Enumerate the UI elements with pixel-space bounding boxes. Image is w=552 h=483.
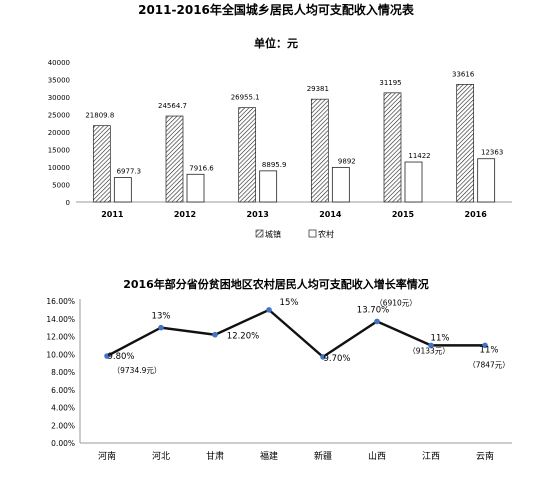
bar-rural bbox=[331, 166, 350, 203]
bar-chart-unit: 单位：元 bbox=[254, 36, 298, 50]
data-label: 12.20% bbox=[227, 332, 259, 342]
bar-rural-value-label: 11422 bbox=[408, 152, 430, 160]
x-tick-label: 2011 bbox=[101, 210, 124, 219]
y-tick-label: 20000 bbox=[48, 129, 70, 137]
data-point bbox=[158, 324, 164, 331]
bar-rural bbox=[259, 170, 278, 203]
data-point bbox=[374, 318, 380, 325]
bar-urban-value-label: 26955.1 bbox=[231, 94, 260, 102]
line-chart-title: 2016年部分省份贫困地区农村居民人均可支配收入增长率情况 bbox=[123, 277, 429, 291]
data-point bbox=[104, 353, 110, 359]
x-tick-label: 河北 bbox=[152, 450, 170, 462]
data-label: 9.80% bbox=[107, 352, 134, 362]
y-tick-label: 8.00% bbox=[51, 368, 75, 377]
bar-urban bbox=[383, 92, 402, 203]
y-tick-label: 5000 bbox=[52, 182, 70, 190]
x-tick-label: 云南 bbox=[476, 450, 494, 462]
bar-rural-value-label: 8895.9 bbox=[262, 161, 287, 169]
bar-urban bbox=[165, 115, 184, 203]
bar-urban-value-label: 21809.8 bbox=[85, 112, 114, 120]
y-tick-label: 30000 bbox=[48, 94, 70, 102]
y-tick-label: 10000 bbox=[48, 164, 70, 172]
data-point bbox=[320, 354, 326, 360]
bar-urban-value-label: 31195 bbox=[379, 79, 401, 87]
data-label: 11% bbox=[431, 333, 450, 343]
x-tick-label: 2014 bbox=[319, 210, 342, 219]
legend-urban-swatch bbox=[255, 229, 264, 238]
bar-chart-title: 2011-2016年全国城乡居民人均可支配收入情况表 bbox=[138, 2, 415, 17]
income-annotation: （9734.9元） bbox=[113, 366, 162, 375]
legend-urban-label: 城镇 bbox=[265, 229, 281, 239]
bar-chart: 0 5000 10000 15000 20000 25000 30000 35000 40000… bbox=[48, 59, 512, 219]
x-tick-label: 甘肃 bbox=[206, 450, 224, 462]
data-label: 13% bbox=[152, 312, 171, 322]
bar-urban bbox=[238, 107, 257, 203]
bar-rural bbox=[477, 158, 496, 203]
y-tick-label: 2.00% bbox=[51, 421, 75, 430]
bar-rural bbox=[113, 177, 132, 203]
bar-urban-value-label: 24564.7 bbox=[158, 102, 187, 110]
x-tick-label: 江西 bbox=[422, 451, 440, 462]
y-tick-label: 16.00% bbox=[46, 297, 75, 306]
data-point bbox=[482, 342, 488, 349]
y-tick-label: 35000 bbox=[48, 77, 70, 85]
income-annotation: （7847元） bbox=[468, 360, 510, 369]
bar-legend: 城镇 农村 bbox=[255, 229, 334, 239]
bar-rural-value-label: 9892 bbox=[338, 157, 356, 165]
x-tick-label: 河南 bbox=[98, 450, 116, 462]
line-chart: 0.00% 2.00% 4.00% 6.00% 8.00% 10.00% 12.00% 14.… bbox=[46, 297, 512, 462]
y-tick-label: 14.00% bbox=[46, 315, 75, 324]
y-tick-label: 10.00% bbox=[46, 350, 75, 359]
y-tick-label: 0.00% bbox=[51, 439, 75, 448]
y-tick-label: 40000 bbox=[48, 59, 70, 67]
bar-urban-value-label: 33616 bbox=[452, 70, 475, 78]
data-label: 15% bbox=[280, 298, 299, 308]
bar-rural-value-label: 7916.6 bbox=[189, 164, 214, 172]
bar-rural-value-label: 12363 bbox=[481, 149, 503, 157]
bar-urban-value-label: 29381 bbox=[307, 85, 329, 93]
income-annotation: （6910元） bbox=[375, 298, 417, 307]
series-line bbox=[106, 308, 485, 359]
y-tick-label: 6.00% bbox=[51, 386, 75, 395]
y-tick-label: 15000 bbox=[48, 147, 70, 155]
data-label: 13.70% bbox=[357, 305, 389, 315]
legend-rural-label: 农村 bbox=[318, 229, 334, 239]
x-tick-label: 山西 bbox=[368, 451, 386, 462]
bar-rural bbox=[186, 173, 205, 203]
x-tick-label: 福建 bbox=[260, 450, 278, 462]
x-tick-label: 2013 bbox=[247, 210, 269, 219]
data-point bbox=[266, 307, 272, 313]
y-tick-label: 4.00% bbox=[51, 404, 75, 413]
data-label: 9.70% bbox=[323, 354, 350, 364]
data-point bbox=[428, 342, 434, 349]
bar-urban bbox=[310, 98, 329, 203]
income-annotation: （9133元） bbox=[408, 346, 450, 355]
data-point bbox=[212, 331, 218, 338]
bar-rural-value-label: 6977.3 bbox=[117, 168, 142, 176]
x-tick-label: 2012 bbox=[174, 210, 196, 219]
y-tick-label: 12.00% bbox=[46, 333, 75, 342]
bar-urban bbox=[92, 125, 111, 203]
y-tick-label: 25000 bbox=[48, 112, 70, 120]
bar-rural bbox=[404, 161, 423, 203]
x-tick-label: 新疆 bbox=[314, 450, 332, 462]
bar-urban bbox=[456, 83, 475, 203]
y-tick-label: 0 bbox=[66, 199, 70, 207]
x-tick-label: 2015 bbox=[392, 210, 415, 219]
x-tick-label: 2016 bbox=[465, 210, 488, 219]
data-label: 11% bbox=[480, 345, 499, 355]
legend-rural-swatch bbox=[308, 229, 317, 238]
